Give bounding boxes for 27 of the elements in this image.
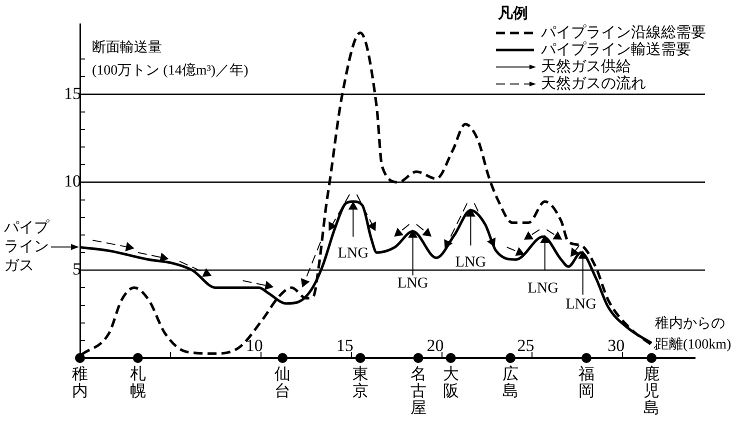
annotation: パイプラインガス: [3, 219, 50, 274]
annotation: LNG: [455, 254, 486, 270]
data-label: 札幌: [130, 365, 146, 400]
data-label: 鹿児島: [644, 365, 660, 418]
annotation: LNG: [338, 245, 369, 262]
x-tick-label: 10: [246, 336, 263, 355]
annotation: LNG: [528, 280, 559, 297]
annotation: LNG: [566, 296, 597, 312]
data-label: 福岡: [578, 365, 594, 400]
x-tick-label: 30: [608, 336, 625, 355]
y-axis-title: 断面輸送量 (100万トン (14億m³)／年): [92, 40, 249, 79]
x-tick-label: 20: [426, 336, 444, 355]
legend-label: 天然ガスの流れ: [541, 74, 646, 92]
data-label: 稚内: [72, 365, 88, 400]
legend-title: 凡例: [497, 4, 528, 22]
data-label: 東京: [352, 365, 368, 400]
legend-label: 天然ガス供給: [541, 58, 631, 75]
data-label: 広島: [502, 365, 518, 400]
data-label: 仙台: [274, 366, 291, 400]
x-tick-label: 25: [517, 336, 534, 355]
data-label: 大阪: [442, 365, 459, 400]
x-axis-title: 稚内からの距離(100km): [655, 316, 732, 353]
x-tick-label: 15: [336, 336, 354, 355]
annotation: LNG: [397, 275, 428, 292]
legend-label: パイプライン輸送需要: [540, 40, 691, 58]
data-label: 名古屋: [410, 366, 426, 418]
legend-label: パイプライン沿線総需要: [540, 24, 706, 41]
